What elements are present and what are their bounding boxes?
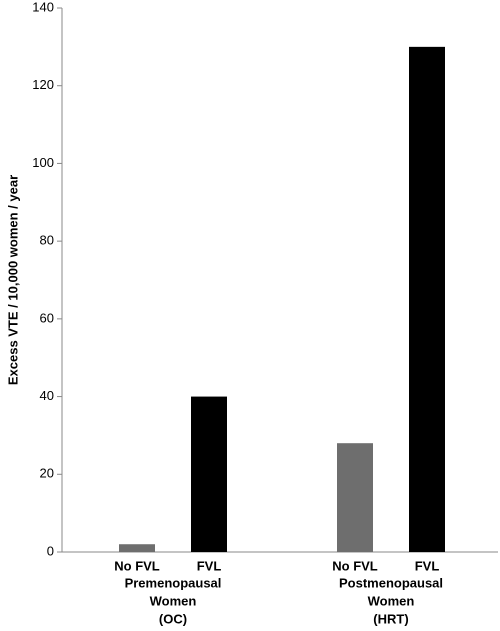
bar: [119, 544, 155, 552]
x-tick-label: FVL: [197, 558, 222, 573]
group-label: (HRT): [373, 611, 408, 626]
bar: [191, 396, 227, 552]
y-axis-label: Excess VTE / 10,000 women / year: [5, 175, 20, 385]
y-tick-label: 60: [40, 310, 54, 325]
y-tick-label: 140: [32, 0, 54, 14]
y-tick-label: 0: [47, 543, 54, 558]
x-tick-label: FVL: [415, 558, 440, 573]
group-label: Women: [150, 593, 197, 608]
group-label: Premenopausal: [125, 575, 222, 590]
y-tick-label: 80: [40, 233, 54, 248]
bar: [337, 443, 373, 552]
y-tick-label: 120: [32, 77, 54, 92]
y-tick-label: 40: [40, 388, 54, 403]
y-tick-label: 20: [40, 466, 54, 481]
x-tick-label: No FVL: [114, 558, 160, 573]
bar: [409, 46, 445, 552]
y-tick-label: 100: [32, 155, 54, 170]
x-tick-label: No FVL: [332, 558, 378, 573]
group-label: Women: [368, 593, 415, 608]
group-label: Postmenopausal: [339, 575, 443, 590]
group-label: (OC): [159, 611, 187, 626]
